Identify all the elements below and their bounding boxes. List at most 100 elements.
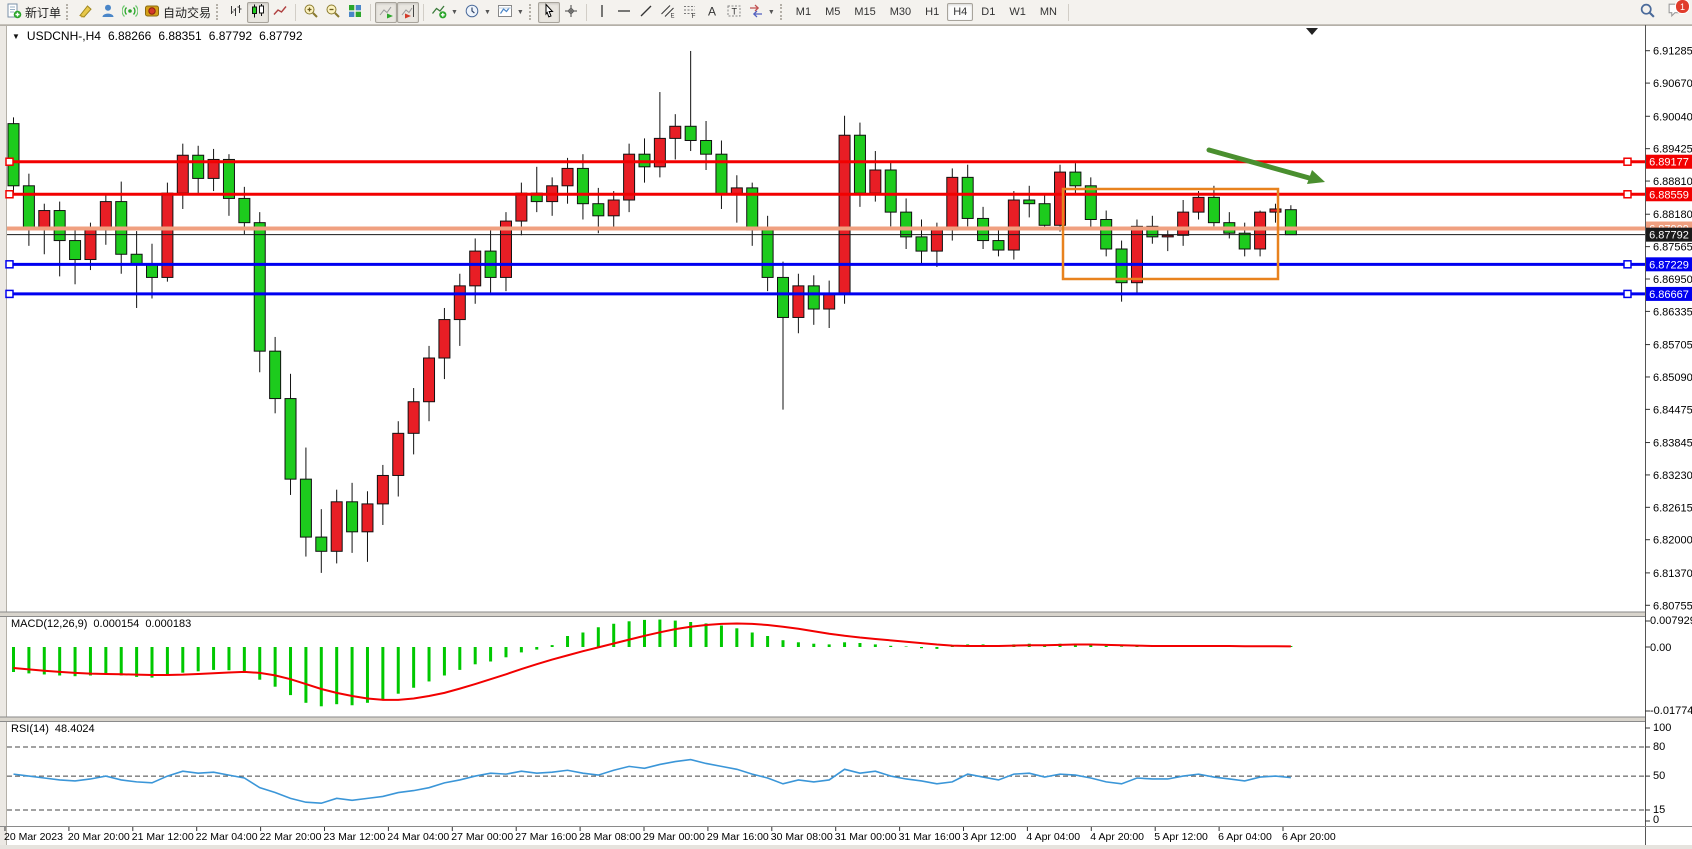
time-tick: 20 Mar 2023 — [4, 831, 63, 843]
consolidation-rectangle[interactable] — [1061, 187, 1280, 281]
trend-arrow[interactable] — [1206, 147, 1314, 181]
horizontal-line-button[interactable] — [613, 2, 635, 23]
svg-text:T: T — [731, 6, 737, 16]
fibonacci-button[interactable]: F — [679, 2, 701, 23]
price-tick: 6.86335 — [1653, 306, 1692, 318]
dropdown-arrow-icon: ▼ — [516, 8, 524, 16]
timeframe-mn[interactable]: MN — [1039, 6, 1057, 18]
line-chart-button[interactable] — [269, 2, 291, 23]
candle-body — [361, 503, 374, 533]
chevron-down-icon[interactable]: ▼ — [12, 31, 20, 41]
time-tick: 31 Mar 00:00 — [835, 831, 897, 843]
annotations[interactable] — [1061, 147, 1325, 281]
templates-button[interactable]: ▼ — [494, 2, 527, 23]
time-tick: 28 Mar 08:00 — [579, 831, 641, 843]
level-price-label: 6.88559 — [1649, 189, 1689, 201]
timeframe-m30[interactable]: M30 — [889, 6, 912, 18]
time-tick: 3 Apr 12:00 — [963, 831, 1017, 843]
price-tick: 6.88180 — [1653, 209, 1692, 221]
candle-body — [238, 197, 251, 224]
candle-body — [884, 169, 897, 213]
tile-windows-button[interactable] — [344, 2, 366, 23]
candle-body — [515, 192, 528, 222]
candle-body — [807, 285, 820, 310]
timeframe-w1[interactable]: W1 — [1009, 6, 1026, 18]
price-tick: 6.90040 — [1653, 111, 1692, 123]
horizontal-line-icon — [616, 3, 632, 22]
candle-body — [453, 285, 466, 321]
candle-body — [1007, 199, 1020, 251]
arrows-icon — [748, 3, 764, 22]
price-tick: 6.87565 — [1653, 242, 1692, 254]
equidistant-channel-button[interactable]: E — [657, 2, 679, 23]
price-levels[interactable] — [5, 157, 1645, 299]
rsi-axis-label: 15 — [1653, 804, 1665, 816]
candle-body — [423, 357, 436, 403]
chat-button[interactable]: 1 — [1664, 0, 1690, 23]
price-tick: 6.85705 — [1653, 340, 1692, 352]
time-tick: 5 Apr 12:00 — [1154, 831, 1208, 843]
fibonacci-icon: F — [682, 3, 698, 22]
search-button[interactable] — [1636, 2, 1659, 23]
crosshair-button[interactable] — [560, 2, 582, 23]
tile-windows-icon — [347, 3, 363, 22]
dropdown-arrow-icon: ▼ — [483, 8, 491, 16]
bar-chart-button[interactable] — [225, 2, 247, 23]
zoom-out-icon — [325, 3, 341, 22]
signals-broadcast-icon — [121, 3, 139, 22]
rsi-value: 48.4024 — [54, 723, 95, 735]
timeframe-m5[interactable]: M5 — [825, 6, 841, 18]
autotrading-button[interactable]: 自动交易 — [141, 2, 214, 23]
price-tick: 6.90670 — [1653, 78, 1692, 90]
price-tick: 6.82000 — [1653, 535, 1692, 547]
toolbar-right-group: 1 — [1636, 0, 1690, 23]
level-price-badge — [1646, 154, 1692, 169]
macd-pane — [12, 619, 1293, 707]
crosshair-icon — [563, 3, 579, 22]
candlestick-chart-button[interactable] — [247, 1, 270, 23]
rsi-line — [13, 758, 1291, 805]
time-tick: 24 Mar 04:00 — [387, 831, 449, 843]
zoom-out-button[interactable] — [322, 2, 344, 23]
time-tick: 23 Mar 12:00 — [324, 831, 386, 843]
candle-body — [823, 292, 836, 310]
candle-body — [623, 153, 636, 201]
candle-body — [469, 250, 482, 287]
community-button[interactable] — [97, 2, 119, 23]
auto-scroll-button[interactable] — [375, 1, 398, 23]
time-tick: 20 Mar 20:00 — [68, 831, 130, 843]
timeframe-m15[interactable]: M15 — [854, 6, 876, 18]
candle-body — [1161, 234, 1174, 238]
text-label-button[interactable]: T — [723, 2, 745, 23]
new-order-button[interactable]: 新订单 — [3, 2, 64, 23]
vertical-line-button[interactable] — [591, 2, 613, 23]
indicators-button[interactable]: ▼ — [428, 2, 461, 23]
candle-body — [1177, 211, 1190, 236]
price-tick: 6.82615 — [1653, 502, 1692, 514]
styler-button[interactable] — [75, 2, 97, 23]
candle-body — [330, 501, 343, 552]
text-button[interactable]: A — [701, 2, 723, 23]
level-price-label: 6.87229 — [1649, 259, 1689, 271]
periods-button[interactable]: ▼ — [461, 2, 494, 23]
signals-button[interactable] — [119, 2, 141, 23]
chart-shift-button[interactable] — [397, 1, 420, 23]
cursor-button[interactable] — [537, 1, 560, 23]
arrows-button[interactable]: ▼ — [745, 2, 778, 23]
price-tick: 6.91285 — [1653, 46, 1692, 58]
timeframe-h4[interactable]: H4 — [947, 3, 974, 21]
trendline-button[interactable] — [635, 2, 657, 23]
time-tick: 29 Mar 16:00 — [707, 831, 769, 843]
timeframe-d1[interactable]: D1 — [981, 6, 996, 18]
candle-body — [315, 536, 328, 552]
macd-axis-label: 0.007929 — [1650, 615, 1692, 627]
periods-clock-icon — [464, 3, 480, 22]
candle-body — [1054, 171, 1067, 226]
trend-arrow-head — [1307, 170, 1325, 184]
zoom-in-button[interactable] — [300, 2, 322, 23]
timeframe-h1[interactable]: H1 — [925, 6, 940, 18]
timeframe-m1[interactable]: M1 — [795, 6, 812, 18]
candle-body — [684, 125, 697, 141]
level-price-label: 6.89177 — [1649, 157, 1689, 169]
